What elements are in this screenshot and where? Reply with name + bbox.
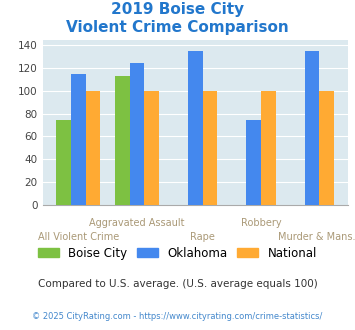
Bar bbox=[246, 120, 261, 205]
Text: Violent Crime Comparison: Violent Crime Comparison bbox=[66, 20, 289, 35]
Bar bbox=[144, 91, 159, 205]
Legend: Boise City, Oklahoma, National: Boise City, Oklahoma, National bbox=[33, 242, 322, 264]
Text: Compared to U.S. average. (U.S. average equals 100): Compared to U.S. average. (U.S. average … bbox=[38, 279, 317, 289]
Bar bbox=[86, 91, 100, 205]
Bar bbox=[71, 74, 86, 205]
Bar bbox=[115, 76, 130, 205]
Bar bbox=[261, 91, 275, 205]
Text: Aggravated Assault: Aggravated Assault bbox=[89, 218, 185, 228]
Bar bbox=[56, 120, 71, 205]
Text: © 2025 CityRating.com - https://www.cityrating.com/crime-statistics/: © 2025 CityRating.com - https://www.city… bbox=[32, 312, 323, 321]
Bar bbox=[203, 91, 217, 205]
Bar bbox=[188, 51, 203, 205]
Bar bbox=[130, 63, 144, 205]
Bar bbox=[305, 51, 320, 205]
Text: Rape: Rape bbox=[190, 232, 215, 242]
Text: Robbery: Robbery bbox=[241, 218, 281, 228]
Text: All Violent Crime: All Violent Crime bbox=[38, 232, 119, 242]
Bar bbox=[320, 91, 334, 205]
Text: 2019 Boise City: 2019 Boise City bbox=[111, 2, 244, 16]
Text: Murder & Mans...: Murder & Mans... bbox=[278, 232, 355, 242]
